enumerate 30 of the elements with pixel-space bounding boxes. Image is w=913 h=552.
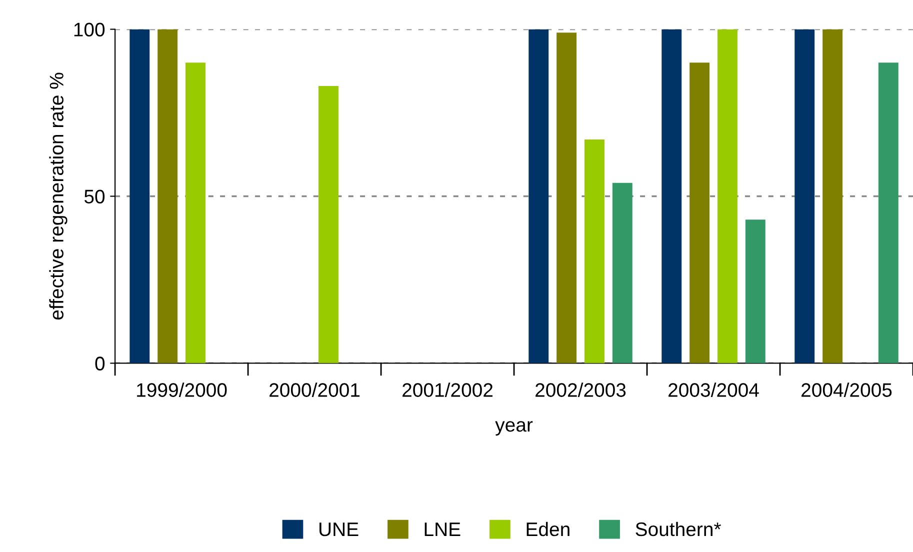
bar: [130, 29, 150, 364]
bar: [662, 29, 682, 364]
bar: [794, 29, 815, 364]
bar: [878, 62, 898, 364]
x-tick-label: 2000/2001: [270, 382, 360, 397]
x-tick-label: 2003/2004: [668, 382, 759, 397]
y-axis-title: effective regeneration rate %: [49, 72, 68, 320]
bar: [158, 29, 178, 364]
bar: [745, 220, 766, 364]
bar: [718, 29, 738, 364]
x-tick-label: 2002/2003: [536, 382, 626, 397]
bar: [556, 32, 577, 364]
bar: [690, 62, 710, 364]
y-tick-label: 0: [95, 356, 105, 370]
y-tick-label: 50: [84, 190, 105, 204]
legend-label: Southern*: [636, 522, 721, 536]
y-tick-label: 100: [74, 22, 105, 36]
bar: [584, 139, 604, 364]
bar: [612, 182, 632, 364]
x-tick-label: 2004/2005: [802, 382, 892, 397]
bar: [528, 29, 549, 364]
legend-label: UNE: [320, 522, 358, 536]
bar: [186, 62, 206, 364]
bar: [318, 86, 338, 364]
bar: [822, 29, 843, 364]
x-axis-title: year: [495, 421, 533, 436]
x-tick-label: 1999/2000: [137, 382, 227, 397]
legend-label: LNE: [424, 522, 460, 536]
x-tick-label: 2001/2002: [402, 382, 493, 397]
legend-label: Eden: [526, 522, 570, 536]
